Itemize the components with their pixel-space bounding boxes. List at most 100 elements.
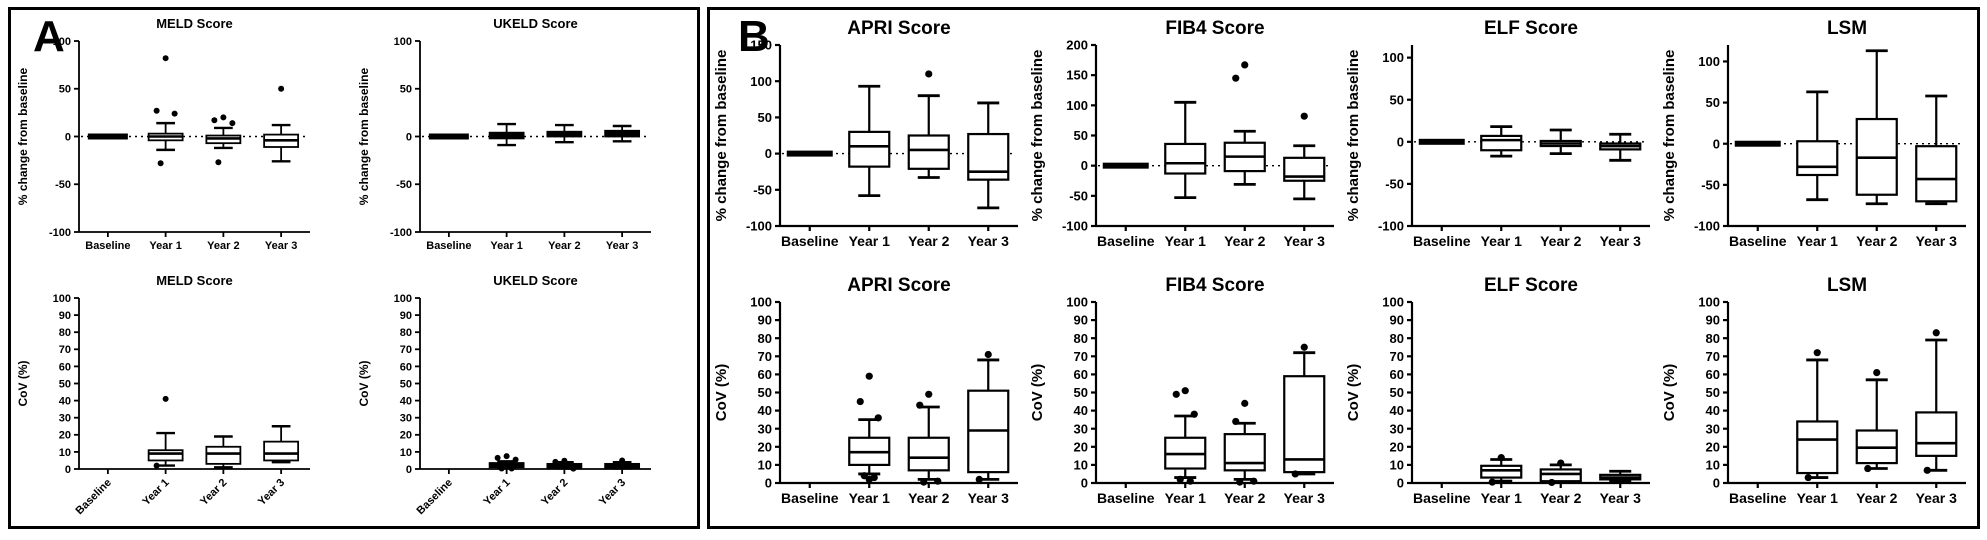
outlier-point [1190, 410, 1198, 418]
x-tick-label: Baseline [74, 477, 114, 517]
x-tick-label: Baseline [1729, 233, 1787, 249]
boxplot-b-top-fib4-score: FIB4 Score % change from baseline -100 -50 0… [1029, 18, 1334, 249]
x-tick-label: Year 1 [490, 240, 522, 252]
x-tick-label: Year 2 [1540, 233, 1581, 249]
svg-text:0: 0 [1081, 158, 1088, 173]
box-year-3 [1599, 469, 1642, 483]
outlier-point [1300, 112, 1308, 120]
svg-text:10: 10 [1390, 457, 1404, 472]
outlier-point [162, 55, 169, 62]
svg-text:20: 20 [1390, 439, 1404, 454]
svg-text:0: 0 [1397, 134, 1404, 149]
svg-text:-50: -50 [1385, 176, 1404, 191]
x-tick-label: Baseline [1413, 233, 1471, 249]
outlier-point [984, 350, 992, 359]
x-tick-label: Baseline [426, 240, 471, 252]
svg-text:90: 90 [758, 313, 772, 328]
svg-text:10: 10 [400, 447, 412, 459]
boxplot-a-bottom-ukeld-score: UKELD Score CoV (%) 0 10 20 30 40 50 60 70 80 90 100… [357, 273, 651, 517]
box-year-1 [488, 122, 525, 147]
box-year-3 [1283, 343, 1326, 478]
axes: -100 -50 0 50 100 [390, 36, 651, 239]
svg-text:60: 60 [59, 361, 71, 373]
x-tick-label: Year 1 [1165, 490, 1206, 506]
svg-text:0: 0 [765, 476, 772, 491]
box-year-3 [1283, 112, 1326, 201]
svg-text:90: 90 [1706, 313, 1720, 328]
svg-text:0: 0 [1081, 476, 1088, 491]
x-tick-label: Year 1 [849, 490, 890, 506]
plot-ylabel: % change from baseline [1029, 50, 1046, 222]
outlier-point [1186, 477, 1194, 485]
svg-text:-100: -100 [1694, 219, 1720, 234]
x-tick-label: Year 2 [1224, 233, 1265, 249]
outlier-point [1488, 478, 1496, 486]
svg-text:150: 150 [750, 38, 772, 53]
x-tick-label: Year 3 [265, 240, 297, 252]
svg-text:80: 80 [400, 327, 412, 339]
outlier-point [856, 397, 864, 406]
x-tick-label: Year 3 [1284, 490, 1325, 506]
box-year-2 [907, 70, 950, 179]
box-year-2 [546, 123, 583, 144]
svg-text:50: 50 [1074, 385, 1088, 400]
panel-b-grid: APRI Score % change from baseline -100 -50 0… [712, 11, 1976, 525]
boxplot-b-top-elf-score: ELF Score % change from baseline -100 -50 0 5… [1345, 18, 1650, 249]
plot-ylabel: CoV (%) [357, 361, 371, 407]
axes: 0 10 20 30 40 50 60 70 80 90 100 [1066, 295, 1334, 491]
outlier-point [278, 85, 285, 92]
boxplot-a-top-ukeld-score: UKELD Score % change from baseline -100 -50… [357, 16, 651, 252]
outlier-point [552, 458, 559, 465]
outlier-point [503, 453, 510, 460]
outlier-point [860, 472, 868, 480]
svg-text:40: 40 [1074, 403, 1088, 418]
x-tick-label: Year 3 [968, 490, 1009, 506]
outlier-point [171, 110, 178, 117]
box-year-2 [205, 114, 242, 166]
svg-text:40: 40 [1390, 403, 1404, 418]
axes: 0 10 20 30 40 50 60 70 80 90 100 [53, 293, 310, 476]
svg-text:-50: -50 [1069, 188, 1088, 203]
x-tick-label: Year 2 [1540, 490, 1581, 506]
svg-text:90: 90 [59, 310, 71, 322]
outlier-point [1172, 390, 1180, 398]
axes: 0 10 20 30 40 50 60 70 80 90 100 [750, 295, 1018, 491]
outlier-point [1813, 349, 1821, 357]
plot-ylabel: % change from baseline [1345, 50, 1362, 222]
plot-ylabel: % change from baseline [1661, 50, 1678, 222]
x-tick-label: Year 2 [548, 240, 580, 252]
baseline-bar [1418, 138, 1465, 145]
plot-title: APRI Score [847, 18, 950, 39]
svg-text:30: 30 [1390, 421, 1404, 436]
box-year-2 [1223, 61, 1266, 186]
outlier-point [229, 120, 236, 127]
svg-text:90: 90 [400, 310, 412, 322]
svg-text:60: 60 [1074, 367, 1088, 382]
baseline-bar [428, 133, 469, 140]
svg-text:10: 10 [1074, 457, 1088, 472]
box-year-1 [1480, 125, 1523, 158]
svg-text:30: 30 [1074, 421, 1088, 436]
outlier-point [561, 457, 568, 464]
x-tick-label: Baseline [1097, 490, 1155, 506]
box-year-1 [848, 84, 891, 197]
outlier-point [215, 159, 222, 166]
svg-text:20: 20 [758, 439, 772, 454]
plot-ylabel: CoV (%) [16, 361, 30, 407]
plot-ylabel: % change from baseline [357, 67, 371, 205]
box-year-1 [1796, 90, 1839, 202]
outlier-point [220, 114, 227, 121]
box-year-3 [263, 85, 300, 163]
box-year-1 [1164, 387, 1207, 485]
svg-text:-50: -50 [396, 179, 412, 191]
outlier-point [874, 414, 882, 422]
x-tick-label: Year 1 [149, 240, 181, 252]
svg-text:-50: -50 [55, 179, 71, 191]
svg-text:-100: -100 [746, 219, 772, 234]
svg-text:30: 30 [758, 421, 772, 436]
svg-text:70: 70 [758, 349, 772, 364]
svg-text:80: 80 [1706, 331, 1720, 346]
x-tick-label: Year 2 [1856, 490, 1897, 506]
x-tick-label: Year 1 [140, 477, 171, 508]
svg-text:100: 100 [1382, 50, 1404, 65]
